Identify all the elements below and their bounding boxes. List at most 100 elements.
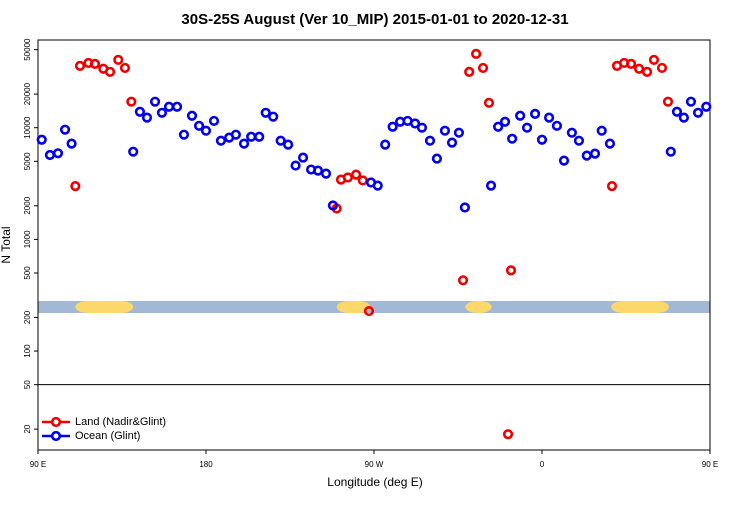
- point: [485, 180, 497, 191]
- point: [208, 115, 220, 127]
- point: [678, 112, 689, 123]
- point: [70, 180, 81, 192]
- point: [260, 107, 271, 118]
- point: [275, 135, 286, 146]
- point: [457, 275, 469, 286]
- point: [604, 138, 616, 149]
- point: [149, 96, 161, 107]
- point: [685, 96, 697, 107]
- point: [268, 111, 279, 122]
- x-tick-label: 90 E: [30, 460, 46, 469]
- x-tick-label: 0: [540, 460, 545, 469]
- point: [502, 429, 514, 440]
- point: [387, 121, 398, 132]
- legend-label: Ocean (Glint): [75, 430, 140, 442]
- point: [453, 127, 465, 138]
- point: [178, 129, 190, 140]
- point: [606, 180, 618, 192]
- legend-label: Land (Nadir&Glint): [75, 416, 166, 428]
- point: [320, 168, 332, 179]
- point: [297, 152, 309, 163]
- point: [363, 305, 375, 317]
- point: [113, 54, 124, 65]
- point: [596, 125, 607, 136]
- point: [446, 137, 458, 148]
- point: [671, 106, 683, 117]
- point: [477, 62, 489, 74]
- point: [551, 120, 563, 131]
- point: [52, 148, 64, 159]
- point: [66, 138, 77, 149]
- point: [641, 66, 653, 77]
- point: [104, 66, 116, 77]
- y-tick-label: 50: [23, 380, 32, 389]
- point: [215, 135, 227, 146]
- point: [312, 165, 324, 176]
- y-axis-label: N Total: [0, 226, 13, 263]
- land-band: [611, 301, 669, 313]
- point: [507, 133, 518, 144]
- point: [543, 112, 555, 123]
- point: [493, 121, 504, 132]
- point: [186, 110, 198, 121]
- point: [573, 135, 585, 146]
- point: [380, 139, 391, 150]
- point: [566, 127, 577, 138]
- land-band: [465, 301, 492, 313]
- point: [238, 138, 250, 149]
- point: [230, 129, 241, 140]
- point: [89, 58, 101, 69]
- point: [128, 146, 139, 157]
- point: [483, 97, 495, 108]
- y-tick-label: 10000: [23, 116, 32, 139]
- point: [126, 96, 137, 107]
- y-tick-label: 20: [23, 424, 32, 433]
- point: [59, 124, 71, 135]
- point: [515, 110, 526, 121]
- y-tick-label: 2000: [23, 196, 32, 214]
- point: [558, 155, 570, 166]
- point: [431, 153, 443, 164]
- y-tick-label: 20000: [23, 82, 32, 105]
- point: [36, 134, 47, 145]
- point: [134, 106, 146, 117]
- point: [342, 172, 353, 183]
- legend-marker: [50, 430, 62, 442]
- y-tick-label: 5000: [23, 152, 32, 170]
- point: [409, 118, 421, 129]
- point: [648, 54, 660, 65]
- point: [521, 122, 533, 133]
- point: [200, 125, 212, 136]
- point: [625, 58, 637, 69]
- point: [327, 200, 339, 211]
- y-tick-label: 500: [23, 266, 32, 280]
- point: [589, 148, 601, 159]
- point: [464, 66, 475, 77]
- point: [254, 131, 265, 142]
- point: [529, 108, 541, 119]
- x-tick-label: 90 W: [365, 460, 384, 469]
- land-band: [75, 301, 134, 313]
- point: [424, 135, 436, 146]
- point: [536, 134, 548, 145]
- y-tick-label: 100: [23, 344, 32, 358]
- point: [74, 60, 86, 71]
- point: [439, 125, 451, 136]
- point: [701, 101, 712, 112]
- point: [692, 107, 704, 118]
- point: [416, 122, 428, 133]
- point: [350, 169, 362, 180]
- point: [633, 63, 645, 74]
- y-tick-label: 200: [23, 310, 32, 324]
- point: [119, 62, 131, 74]
- point: [290, 160, 301, 171]
- point: [471, 48, 482, 59]
- x-axis-label: Longitude (deg E): [327, 475, 422, 489]
- point: [171, 101, 183, 112]
- point: [283, 139, 294, 150]
- point: [505, 265, 517, 276]
- point: [662, 96, 674, 107]
- point: [372, 180, 383, 191]
